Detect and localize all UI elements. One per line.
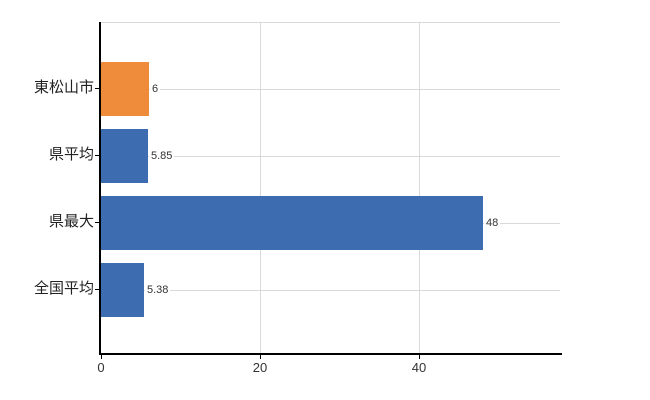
category-label: 県最大 xyxy=(48,213,94,230)
x-axis-tick xyxy=(101,355,102,359)
y-axis-tick xyxy=(95,155,101,156)
y-axis-line xyxy=(99,22,101,354)
category-label: 東松山市 xyxy=(33,79,94,96)
x-axis-tick-label: 40 xyxy=(411,360,427,375)
bar-value-label: 5.85 xyxy=(149,148,175,164)
bar-value-label: 6 xyxy=(150,81,161,97)
x-axis-tick xyxy=(260,355,261,359)
bar xyxy=(101,62,149,116)
y-axis-tick xyxy=(95,289,101,290)
category-label: 県平均 xyxy=(48,146,94,163)
x-axis-tick xyxy=(419,355,420,359)
bar-value-label: 48 xyxy=(484,215,501,231)
plot-area: 6 5.85 48 5.38 xyxy=(101,22,560,355)
x-axis-line xyxy=(99,353,562,355)
vertical-gridline xyxy=(260,23,261,355)
bar xyxy=(101,129,148,183)
y-axis-tick xyxy=(95,88,101,89)
category-label: 全国平均 xyxy=(33,280,94,297)
y-axis-tick xyxy=(95,222,101,223)
bar-value-label: 5.38 xyxy=(145,282,171,298)
bar xyxy=(101,263,144,317)
x-axis-tick-label: 20 xyxy=(252,360,268,375)
horizontal-gridline xyxy=(101,290,560,291)
vertical-gridline xyxy=(419,23,420,355)
x-axis-tick-label: 0 xyxy=(97,360,105,375)
horizontal-gridline xyxy=(101,89,560,90)
bar xyxy=(101,196,483,250)
horizontal-gridline xyxy=(101,156,560,157)
